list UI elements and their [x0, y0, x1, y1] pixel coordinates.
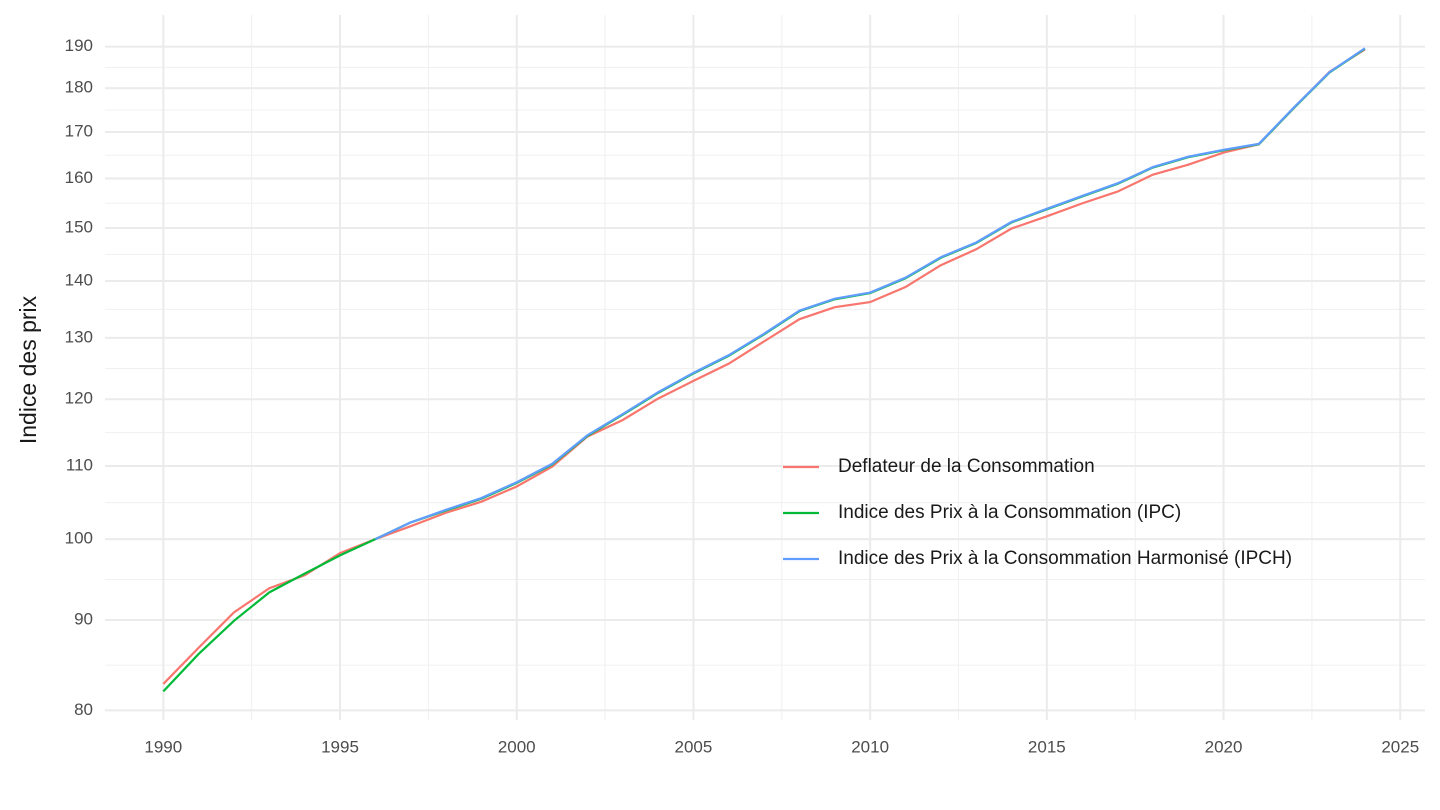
y-tick-label: 170: [65, 121, 93, 140]
y-tick-label: 180: [65, 78, 93, 97]
x-tick-label: 2005: [675, 737, 713, 756]
x-tick-label: 2015: [1028, 737, 1066, 756]
x-tick-label: 2010: [851, 737, 889, 756]
legend-label: Indice des Prix à la Consommation (IPC): [838, 502, 1181, 523]
y-axis-label: Indice des prix: [15, 295, 41, 444]
y-tick-label: 110: [66, 455, 93, 474]
y-tick-label: 120: [65, 389, 93, 408]
y-tick-label: 140: [65, 270, 93, 289]
series-line: [374, 47, 1366, 541]
series-line: [162, 47, 1366, 693]
x-tick-label: 1990: [144, 737, 182, 756]
series-line: [162, 48, 1366, 685]
y-tick-label: 130: [65, 327, 93, 346]
legend-label: Deflateur de la Consommation: [838, 456, 1095, 477]
y-tick-label: 150: [65, 218, 93, 237]
x-tick-label: 2025: [1381, 737, 1419, 756]
x-tick-label: 2020: [1205, 737, 1243, 756]
x-tick-label: 2000: [498, 737, 536, 756]
y-tick-label: 90: [74, 609, 93, 628]
y-tick-label: 100: [65, 529, 93, 548]
x-tick-label: 1995: [321, 737, 359, 756]
legend-label: Indice des Prix à la Consommation Harmon…: [838, 548, 1292, 569]
y-tick-label: 160: [65, 168, 93, 187]
y-tick-label: 190: [65, 36, 93, 55]
y-tick-label: 80: [74, 700, 93, 719]
